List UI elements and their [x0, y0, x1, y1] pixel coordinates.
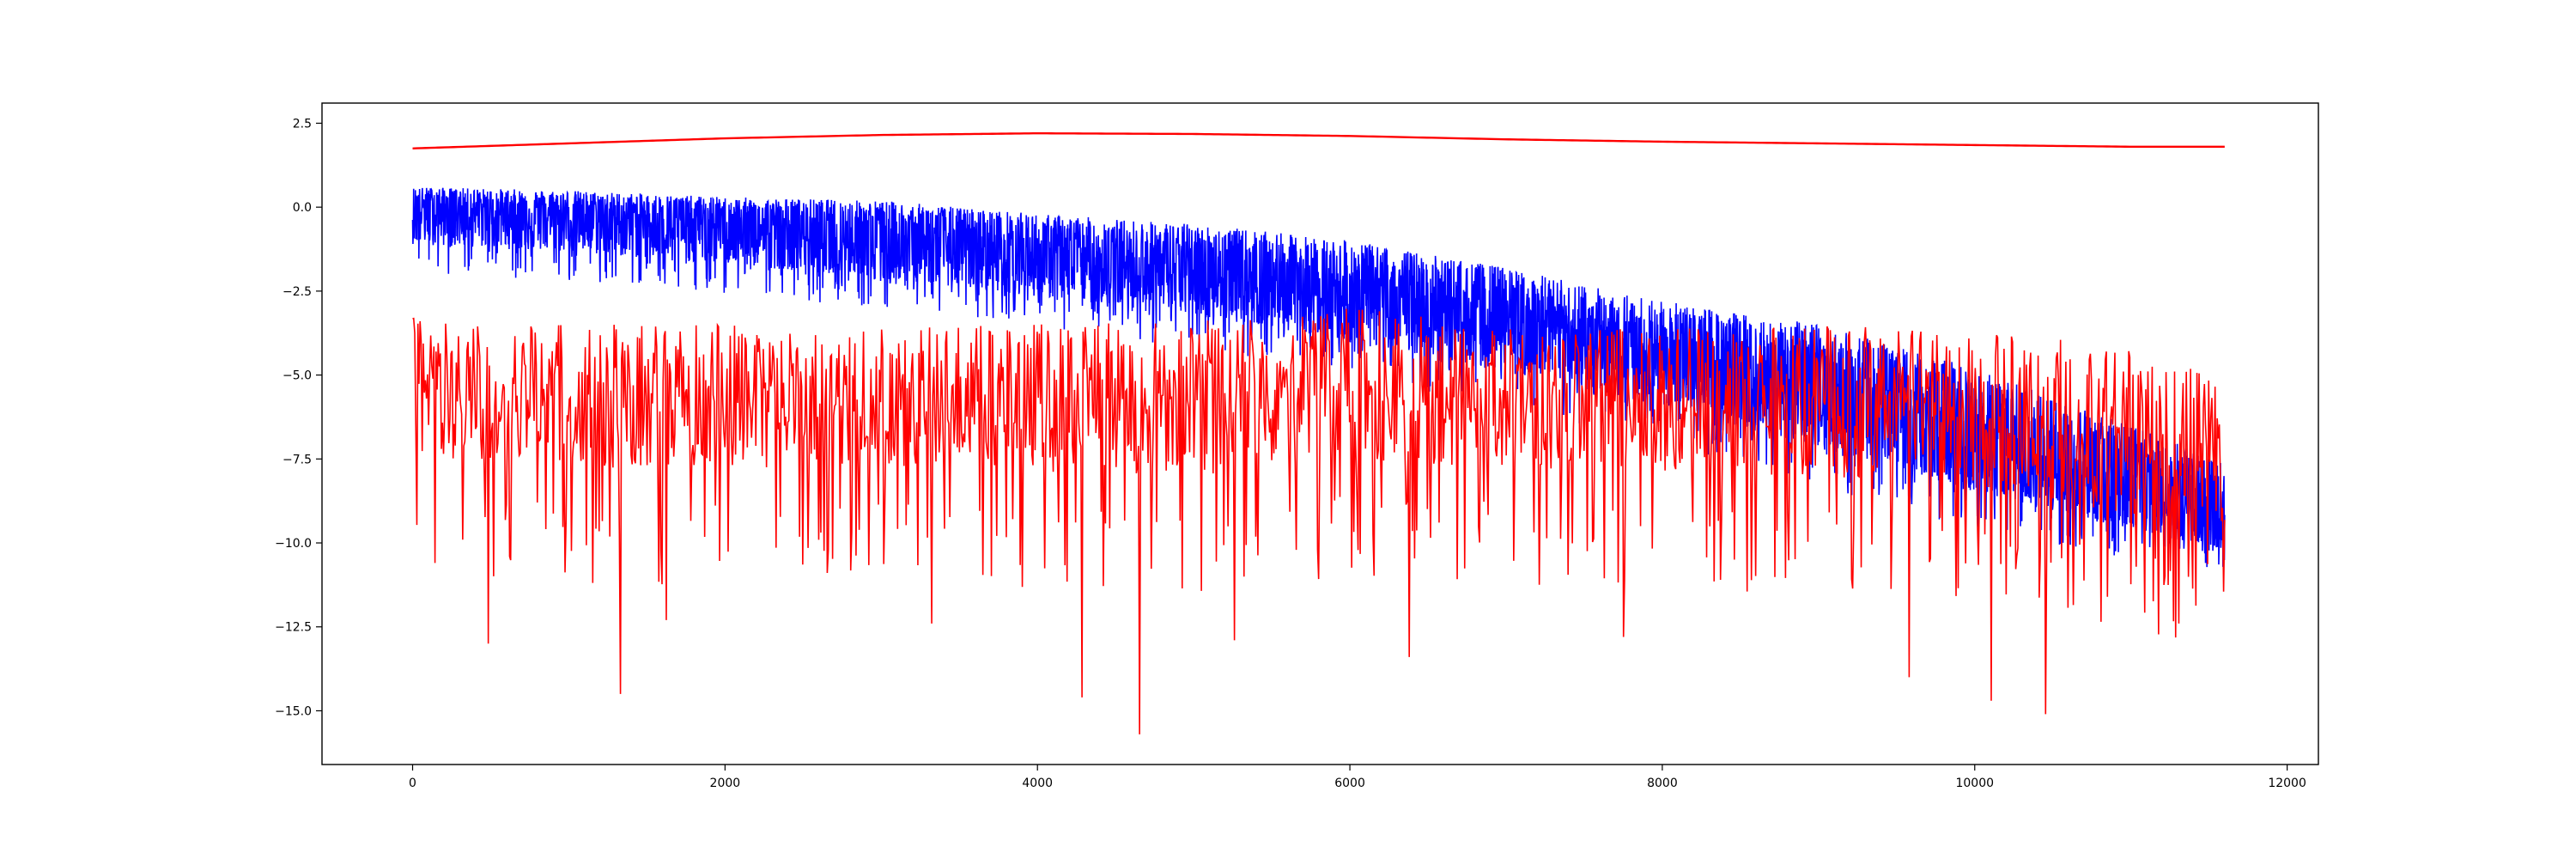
- series-red-smooth-line: [412, 131, 2225, 149]
- x-tick-label: 12000: [2268, 777, 2306, 790]
- y-tick-label: −12.5: [275, 621, 312, 635]
- x-tick-label: 2000: [710, 777, 741, 790]
- y-tick-label: 2.5: [293, 117, 312, 131]
- y-tick-label: −2.5: [283, 285, 312, 299]
- x-tick-label: 6000: [1334, 777, 1365, 790]
- x-tick-label: 8000: [1647, 777, 1678, 790]
- y-tick-label: 0.0: [293, 201, 312, 215]
- x-tick-label: 4000: [1022, 777, 1053, 790]
- y-tick-label: −15.0: [275, 704, 312, 718]
- x-tick-label: 0: [409, 777, 416, 790]
- y-tick-label: −7.5: [283, 453, 312, 466]
- series-red-noisy-line: [412, 308, 2226, 734]
- y-tick-label: −5.0: [283, 369, 312, 383]
- x-tick-label: 10000: [1955, 777, 1994, 790]
- y-tick-label: −10.0: [275, 537, 312, 551]
- plot-frame: [321, 102, 2319, 765]
